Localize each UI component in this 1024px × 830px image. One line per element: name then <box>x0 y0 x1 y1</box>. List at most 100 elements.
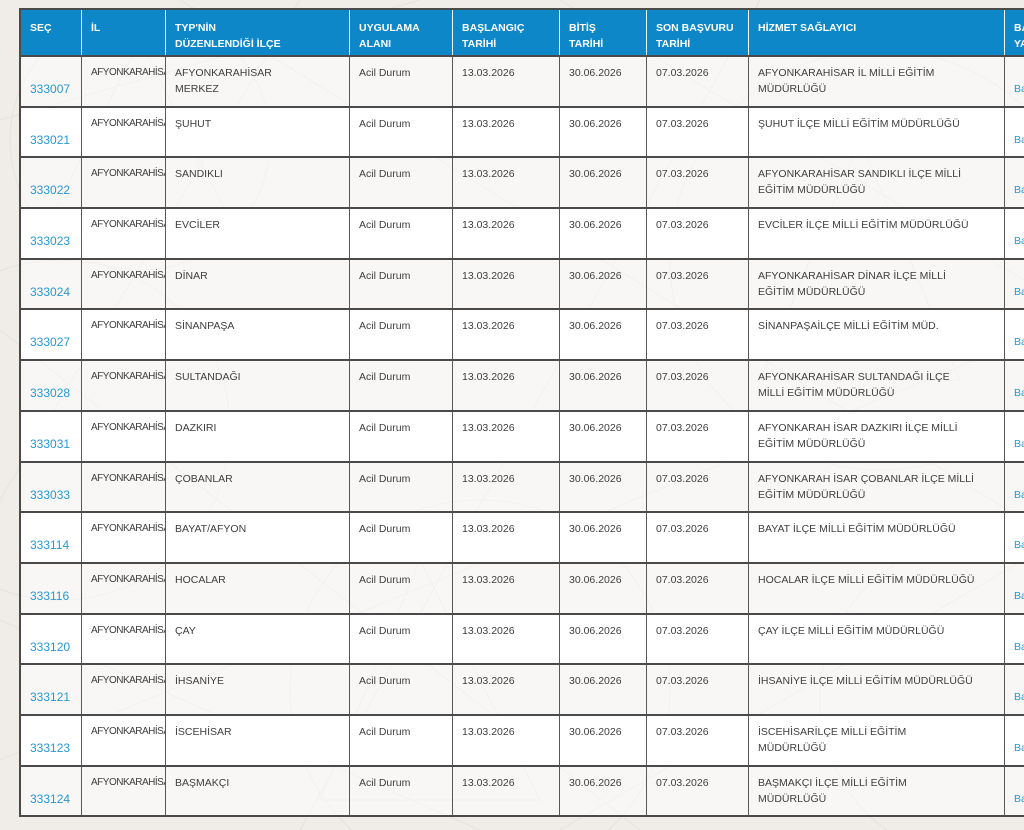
cell-duzenlendigi-ilce: SİNANPAŞA <box>166 310 350 360</box>
announcement-id-link[interactable]: 333121 <box>30 690 71 705</box>
cell-duzenlendigi-ilce: DİNAR <box>166 259 350 309</box>
cell-hizmet-saglayici: AFYONKARAHİSAR SULTANDAĞI İLÇE MİLLİ EĞİ… <box>749 361 1005 410</box>
cell-sec: 333027 <box>21 310 82 360</box>
cell-bitis-tarihi: 30.06.2026 <box>560 209 647 258</box>
cell-baslangic-tarihi: 13.03.2026 <box>453 614 560 664</box>
cell-duzenlendigi-ilce: İHSANİYE <box>166 665 350 714</box>
cell-son-basvuru-tarihi: 07.03.2026 <box>647 614 749 664</box>
cell-son-basvuru-tarihi: 07.03.2026 <box>647 665 749 714</box>
apply-link[interactable]: Ba <box>1014 640 1024 653</box>
cell-baslangic-tarihi: 13.03.2026 <box>453 57 560 106</box>
cell-son-basvuru-tarihi: 07.03.2026 <box>647 361 749 410</box>
announcement-id-link[interactable]: 333116 <box>30 588 70 603</box>
apply-link[interactable]: Ba <box>1014 83 1024 95</box>
cell-sec: 333007 <box>21 57 82 106</box>
cell-sec: 333021 <box>21 107 82 157</box>
cell-son-basvuru-tarihi: 07.03.2026 <box>647 513 749 562</box>
cell-sec: 333114 <box>21 513 82 562</box>
cell-sec: 333022 <box>21 158 82 208</box>
cell-il: AFYONKARAHİSAR <box>82 57 166 106</box>
cell-sec: 333023 <box>21 209 82 258</box>
cell-actions: Ba İlç <box>1005 716 1024 765</box>
announcement-id-link[interactable]: 333031 <box>30 436 71 451</box>
cell-uygulama-alani: Acil Durum <box>350 614 453 664</box>
apply-link[interactable]: Ba <box>1014 285 1024 298</box>
cell-actions: Ba İlç <box>1005 310 1024 359</box>
announcement-id-link[interactable]: 333027 <box>30 335 71 350</box>
announcement-id-link[interactable]: 333028 <box>30 386 71 401</box>
announcement-id-link[interactable]: 333114 <box>30 538 70 553</box>
cell-uygulama-alani: Acil Durum <box>350 209 453 258</box>
cell-son-basvuru-tarihi: 07.03.2026 <box>647 57 749 106</box>
cell-hizmet-saglayici: AFYONKARAH İSAR ÇOBANLAR İLÇE MİLLİ EĞİT… <box>749 462 1005 512</box>
cell-sec: 333120 <box>21 614 82 664</box>
column-header-son-basvuru: SON BAŞVURU TARİHİ <box>647 10 749 55</box>
apply-link[interactable]: Ba <box>1014 691 1024 704</box>
column-header-basvuru: BA YA <box>1014 22 1024 50</box>
announcement-id-link[interactable]: 333007 <box>30 82 71 96</box>
apply-link[interactable]: Ba <box>1014 387 1024 400</box>
cell-sec: 333123 <box>21 715 82 765</box>
cell-duzenlendigi-ilce: ÇOBANLAR <box>166 462 350 512</box>
cell-il: AFYONKARAHİSAR <box>82 715 166 765</box>
apply-link[interactable]: Ba <box>1014 589 1024 602</box>
cell-baslangic-tarihi: 13.03.2026 <box>453 665 560 714</box>
apply-link[interactable]: Ba <box>1014 488 1024 501</box>
cell-actions: Ba İlç <box>1005 108 1024 157</box>
cell-son-basvuru-tarihi: 07.03.2026 <box>647 715 749 765</box>
cell-uygulama-alani: Acil Durum <box>350 462 453 512</box>
cell-il: AFYONKARAHİSAR <box>82 158 166 208</box>
cell-bitis-tarihi: 30.06.2026 <box>560 462 647 512</box>
cell-actions: Ba İlç <box>1005 57 1024 106</box>
cell-hizmet-saglayici: AFYONKARAHİSAR SANDIKLI İLÇE MİLLİ EĞİTİ… <box>749 158 1005 208</box>
cell-uygulama-alani: Acil Durum <box>350 158 453 208</box>
table-row: 333033 AFYONKARAHİSAR ÇOBANLAR Acil Duru… <box>21 460 1024 512</box>
cell-baslangic-tarihi: 13.03.2026 <box>453 259 560 309</box>
announcement-id-link[interactable]: 333124 <box>30 791 71 806</box>
announcement-id-link[interactable]: 333120 <box>30 639 71 654</box>
cell-actions: Ba İlç <box>1005 513 1024 562</box>
cell-duzenlendigi-ilce: ÇAY <box>166 614 350 664</box>
table-row: 333123 AFYONKARAHİSAR İSCEHİSAR Acil Dur… <box>21 713 1024 765</box>
apply-link[interactable]: Ba <box>1014 792 1024 805</box>
cell-duzenlendigi-ilce: AFYONKARAHİSAR MERKEZ <box>166 57 350 106</box>
cell-il: AFYONKARAHİSAR <box>82 563 166 613</box>
apply-link[interactable]: Ba <box>1014 437 1024 450</box>
cell-hizmet-saglayici: HOCALAR İLÇE MİLLİ EĞİTİM MÜDÜRLÜĞÜ <box>749 563 1005 613</box>
cell-uygulama-alani: Acil Durum <box>350 57 453 106</box>
announcement-id-link[interactable]: 333022 <box>30 183 71 198</box>
cell-il: AFYONKARAHİSAR <box>82 209 166 258</box>
cell-duzenlendigi-ilce: İSCEHİSAR <box>166 715 350 765</box>
cell-baslangic-tarihi: 13.03.2026 <box>453 209 560 258</box>
apply-link[interactable]: Ba <box>1014 235 1024 248</box>
apply-link[interactable]: Ba <box>1014 133 1024 146</box>
column-header-uygulama-alani: UYGULAMA ALANI <box>350 10 453 55</box>
cell-bitis-tarihi: 30.06.2026 <box>560 411 647 461</box>
column-header-baslangic-tarihi: BAŞLANGIÇ TARİHİ <box>453 10 560 55</box>
apply-link[interactable]: Ba <box>1014 336 1024 349</box>
apply-link[interactable]: Ba <box>1014 184 1024 197</box>
column-header-duzenlendigi-ilce: TYP'NİN DÜZENLENDİĞİ İLÇE <box>166 10 350 55</box>
cell-son-basvuru-tarihi: 07.03.2026 <box>647 209 749 258</box>
cell-hizmet-saglayici: AFYONKARAHİSAR DİNAR İLÇE MİLLİ EĞİTİM M… <box>749 259 1005 309</box>
announcement-id-link[interactable]: 333021 <box>30 132 71 147</box>
cell-bitis-tarihi: 30.06.2026 <box>560 57 647 106</box>
cell-sec: 333124 <box>21 766 82 816</box>
cell-bitis-tarihi: 30.06.2026 <box>560 715 647 765</box>
cell-actions: Ba İlç <box>1005 665 1024 714</box>
cell-sec: 333031 <box>21 411 82 461</box>
cell-duzenlendigi-ilce: SULTANDAĞI <box>166 361 350 410</box>
cell-actions: Ba İlç <box>1005 412 1024 461</box>
announcement-id-link[interactable]: 333023 <box>30 234 71 249</box>
announcement-id-link[interactable]: 333123 <box>30 740 71 755</box>
announcement-id-link[interactable]: 333024 <box>30 284 71 299</box>
table-row: 333024 AFYONKARAHİSAR DİNAR Acil Durum 1… <box>21 257 1024 309</box>
table-row: 333116 AFYONKARAHİSAR HOCALAR Acil Durum… <box>21 561 1024 613</box>
apply-link[interactable]: Ba <box>1014 741 1024 754</box>
cell-il: AFYONKARAHİSAR <box>82 462 166 512</box>
announcement-id-link[interactable]: 333033 <box>30 487 71 502</box>
table-row: 333031 AFYONKARAHİSAR DAZKIRI Acil Durum… <box>21 409 1024 461</box>
apply-link[interactable]: Ba <box>1014 539 1024 552</box>
cell-baslangic-tarihi: 13.03.2026 <box>453 310 560 360</box>
cell-bitis-tarihi: 30.06.2026 <box>560 665 647 714</box>
